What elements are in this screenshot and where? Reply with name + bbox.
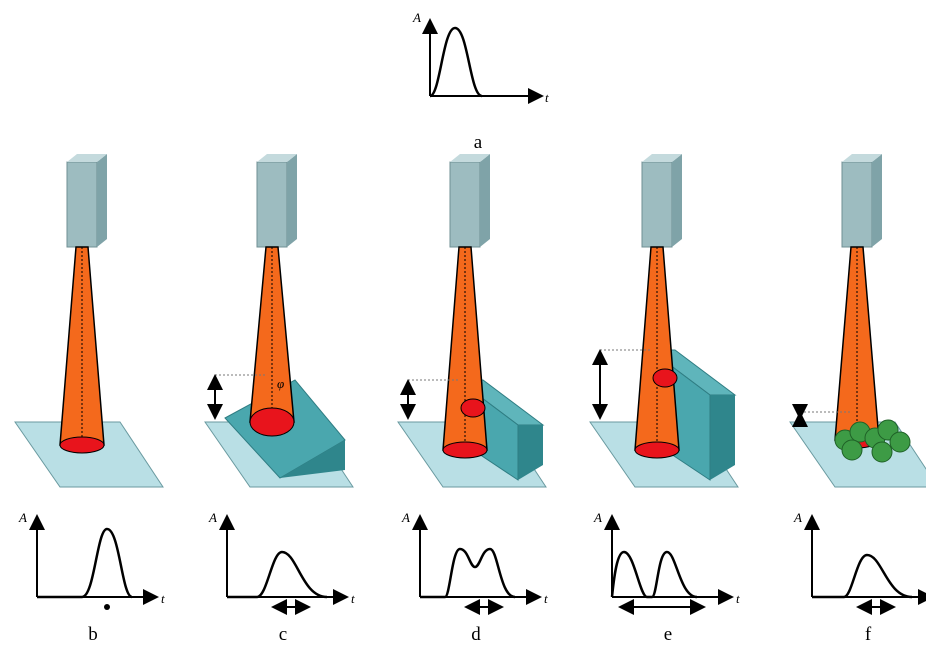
x-label: t <box>161 591 165 606</box>
laser-head <box>450 162 480 247</box>
panels: At b φ At c At d At e Atf <box>15 154 926 645</box>
panel: At d <box>398 154 548 645</box>
pulse-curve <box>430 28 482 96</box>
laser-spot-upper <box>461 399 485 417</box>
y-label: A <box>18 510 27 525</box>
laser-head-side <box>480 154 490 247</box>
laser-spot <box>635 442 679 458</box>
x-label: t <box>351 591 355 606</box>
time-dot <box>104 604 110 610</box>
laser-head <box>257 162 287 247</box>
laser-spot-upper <box>653 369 677 387</box>
laser-spot <box>60 437 104 453</box>
y-label: A <box>793 510 802 525</box>
laser-spot <box>250 408 294 436</box>
laser-spot <box>443 442 487 458</box>
caption: a <box>474 132 483 153</box>
caption: f <box>865 624 872 645</box>
vegetation <box>890 432 910 452</box>
caption: b <box>88 624 98 645</box>
laser-head-side <box>287 154 297 247</box>
y-label: A <box>401 510 410 525</box>
laser-head-side <box>672 154 682 247</box>
panel: At b <box>15 154 165 645</box>
x-label: t <box>545 90 549 105</box>
angle-label: φ <box>277 376 284 391</box>
block-side <box>518 425 543 480</box>
signal-curve <box>227 552 327 597</box>
y-label: A <box>593 510 602 525</box>
caption: d <box>471 624 481 645</box>
laser-head-side <box>97 154 107 247</box>
vegetation <box>872 442 892 462</box>
x-label: t <box>736 591 740 606</box>
block-side <box>710 395 735 480</box>
laser-head <box>842 162 872 247</box>
panel: At e <box>590 154 740 645</box>
signal-curve <box>612 552 697 597</box>
diagram: A t a AtbφAtcAtdAteAtf <box>0 0 926 653</box>
vegetation <box>842 440 862 460</box>
panel: φ At c <box>205 154 355 645</box>
top-graph: A t a <box>412 10 549 153</box>
laser-head <box>642 162 672 247</box>
x-label: t <box>544 591 548 606</box>
signal-curve <box>37 529 132 597</box>
signal-curve <box>812 555 912 597</box>
y-label: A <box>208 510 217 525</box>
signal-curve <box>420 549 515 597</box>
caption: c <box>279 624 287 645</box>
laser-head <box>67 162 97 247</box>
caption: e <box>664 624 672 645</box>
laser-head-side <box>872 154 882 247</box>
y-label: A <box>412 10 421 25</box>
panel: Atf <box>790 154 926 645</box>
